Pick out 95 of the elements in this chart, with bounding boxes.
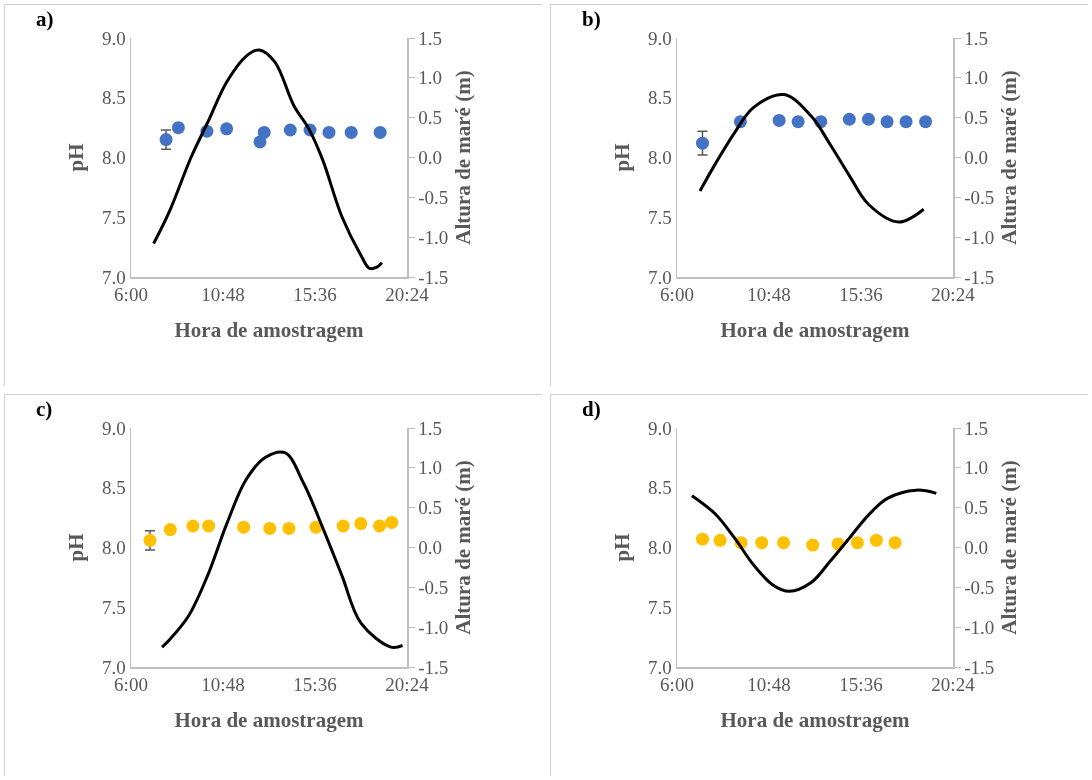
y-tick-label: 9.0	[101, 417, 126, 439]
point	[861, 112, 875, 126]
point	[263, 521, 277, 535]
point	[373, 519, 387, 533]
y2-tick-label: 0.0	[964, 147, 989, 169]
y-tick-label: 8.5	[647, 477, 672, 499]
y2-tick-label: 1.5	[964, 27, 989, 49]
point	[163, 523, 177, 537]
y-tick-label: 9.0	[101, 27, 126, 49]
line-series	[160, 450, 405, 649]
point	[772, 113, 786, 127]
point	[842, 112, 856, 126]
y2-tick-label: -0.5	[964, 576, 995, 598]
x-tick-label: 10:48	[747, 284, 791, 306]
y-tick-label: 8.5	[101, 477, 126, 499]
y-tick-label: 8.0	[101, 147, 126, 169]
line-series	[152, 48, 384, 270]
x-tick-label: 10:48	[747, 674, 791, 696]
y2-tick-label: 0.5	[964, 497, 989, 519]
point	[354, 517, 368, 531]
y2-tick-label: 1.5	[418, 417, 443, 439]
y-tick-label: 7.5	[101, 206, 126, 228]
x-axis-title: Hora de amostragem	[174, 708, 364, 733]
point	[282, 521, 296, 535]
point	[899, 115, 913, 129]
chart-title: c)	[36, 397, 53, 421]
x-axis-title: Hora de amostragem	[720, 708, 910, 733]
x-tick-label: 10:48	[201, 674, 245, 696]
y2-tick-label: 1.0	[418, 457, 443, 479]
y-axis-title: pH	[64, 143, 89, 172]
point	[880, 115, 894, 129]
y2-tick-label: -0.5	[418, 576, 449, 598]
y2-tick-label: -1.0	[418, 616, 449, 638]
x-tick-label: 15:36	[839, 674, 883, 696]
y-tick-label: 7.5	[647, 206, 672, 228]
y-tick-label: 7.5	[647, 596, 672, 618]
point	[791, 115, 805, 129]
y2-tick-label: 0.0	[964, 537, 989, 559]
point	[696, 136, 709, 150]
y-tick-label: 8.5	[101, 87, 126, 109]
x-tick-label: 15:36	[293, 674, 337, 696]
y2-tick-label: 1.0	[964, 457, 989, 479]
point	[322, 125, 336, 139]
y2-tick-label: -1.0	[964, 616, 995, 638]
y2-tick-label: -0.5	[964, 186, 995, 208]
y2-tick-label: 1.0	[964, 67, 989, 89]
point	[186, 519, 200, 533]
y2-tick-label: 0.5	[418, 497, 443, 519]
point	[220, 122, 234, 136]
point	[202, 519, 216, 533]
y2-tick-label: 0.0	[418, 537, 443, 559]
point	[385, 515, 399, 529]
y-tick-label: 8.0	[647, 537, 672, 559]
y2-tick-label: 1.5	[418, 27, 443, 49]
x-axis-title: Hora de amostragem	[720, 318, 910, 343]
point	[257, 125, 271, 139]
point	[171, 121, 185, 135]
y2-tick-label: 0.5	[964, 107, 989, 129]
x-tick-label: 15:36	[293, 284, 337, 306]
y-tick-label: 8.5	[647, 87, 672, 109]
y2-axis-title: Altura de maré (m)	[997, 70, 1022, 245]
y2-axis-title: Altura de maré (m)	[997, 460, 1022, 635]
y-axis-title: pH	[610, 143, 635, 172]
y2-axis-title: Altura de maré (m)	[451, 70, 476, 245]
line-series	[690, 488, 938, 593]
point	[143, 533, 157, 547]
y2-tick-label: 0.5	[418, 107, 443, 129]
y-axis-title: pH	[64, 533, 89, 562]
x-tick-label: 10:48	[201, 284, 245, 306]
x-axis-title: Hora de amostragem	[174, 318, 364, 343]
y2-axis-title: Altura de maré (m)	[451, 460, 476, 635]
chart-title: b)	[582, 7, 601, 31]
y2-tick-label: 1.0	[418, 67, 443, 89]
y2-tick-label: -1.0	[964, 226, 995, 248]
y2-tick-label: 1.5	[964, 417, 989, 439]
point	[159, 133, 173, 147]
y-tick-label: 8.0	[101, 537, 126, 559]
y2-tick-label: 0.0	[418, 147, 443, 169]
point	[344, 125, 358, 139]
line-series	[698, 92, 926, 224]
y-tick-label: 9.0	[647, 417, 672, 439]
point	[237, 520, 251, 534]
point	[283, 123, 297, 137]
x-tick-label: 15:36	[839, 284, 883, 306]
y-tick-label: 7.5	[101, 596, 126, 618]
y2-tick-label: -0.5	[418, 186, 449, 208]
y-axis-title: pH	[610, 533, 635, 562]
y2-tick-label: -1.0	[418, 226, 449, 248]
chart-title: a)	[36, 7, 54, 31]
point	[373, 125, 387, 139]
y-tick-label: 8.0	[647, 147, 672, 169]
point	[919, 115, 933, 129]
y-tick-label: 9.0	[647, 27, 672, 49]
chart-title: d)	[582, 397, 601, 421]
point	[336, 519, 350, 533]
